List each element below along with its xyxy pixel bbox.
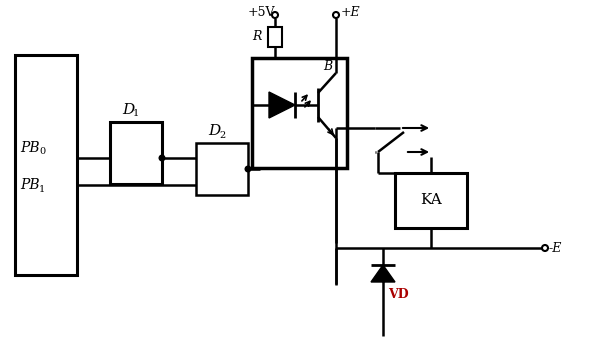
Circle shape xyxy=(542,245,548,251)
Text: 2: 2 xyxy=(219,131,226,140)
Polygon shape xyxy=(371,265,395,282)
Text: +E: +E xyxy=(341,5,361,19)
Bar xyxy=(395,173,467,228)
Text: VD: VD xyxy=(388,287,409,300)
Text: 0: 0 xyxy=(39,147,45,157)
Text: D: D xyxy=(122,103,134,117)
Bar xyxy=(268,27,282,47)
Text: KA: KA xyxy=(420,193,442,207)
Text: 1: 1 xyxy=(39,184,45,194)
Bar xyxy=(196,143,248,195)
Text: -E: -E xyxy=(549,241,563,255)
Text: D: D xyxy=(208,124,220,138)
Bar xyxy=(110,122,162,184)
Circle shape xyxy=(245,166,251,172)
Text: PB: PB xyxy=(20,178,40,192)
Text: 1: 1 xyxy=(133,109,139,119)
Polygon shape xyxy=(269,92,295,118)
Bar xyxy=(15,55,77,275)
Circle shape xyxy=(333,12,339,18)
Bar xyxy=(252,58,347,168)
Circle shape xyxy=(159,155,165,161)
Circle shape xyxy=(272,12,278,18)
Text: B: B xyxy=(323,60,332,74)
Text: +5V: +5V xyxy=(248,5,276,19)
Text: R: R xyxy=(252,29,261,42)
Text: PB: PB xyxy=(20,141,40,155)
